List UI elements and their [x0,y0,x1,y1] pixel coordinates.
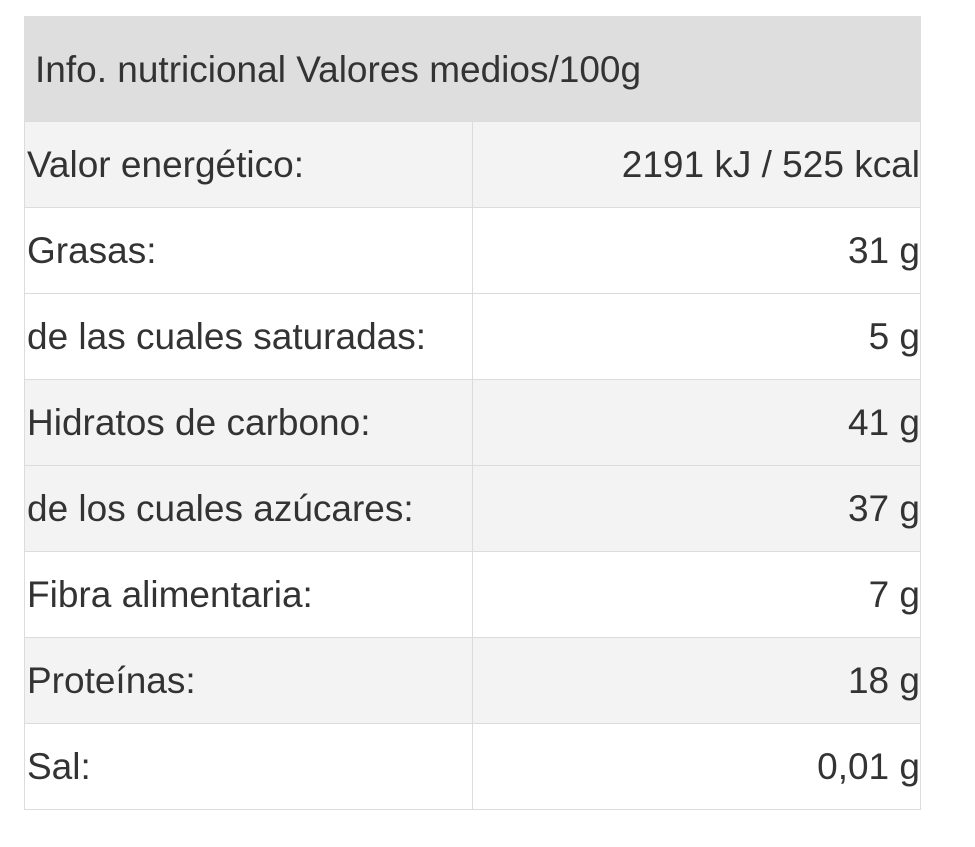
row-value: 7 g [472,551,921,638]
row-label: de las cuales saturadas: [24,293,473,380]
row-label: Sal: [24,723,473,810]
table-row-protein: Proteínas: 18 g [24,637,921,724]
row-value: 31 g [472,207,921,294]
nutrition-table: Info. nutricional Valores medios/100g Va… [24,16,921,810]
row-value: 41 g [472,379,921,466]
table-header-row: Info. nutricional Valores medios/100g [24,16,921,122]
row-label: Valor energético: [24,121,473,208]
row-label: Fibra alimentaria: [24,551,473,638]
row-label: Proteínas: [24,637,473,724]
row-value: 5 g [472,293,921,380]
row-value: 2191 kJ / 525 kcal [472,121,921,208]
row-label: Grasas: [24,207,473,294]
row-label: Hidratos de carbono: [24,379,473,466]
table-row-sugars: de los cuales azúcares: 37 g [24,465,921,552]
row-label: de los cuales azúcares: [24,465,473,552]
table-row-energy: Valor energético: 2191 kJ / 525 kcal [24,121,921,208]
table-row-fat: Grasas: 31 g [24,207,921,294]
row-value: 0,01 g [472,723,921,810]
table-row-carbohydrates: Hidratos de carbono: 41 g [24,379,921,466]
table-header: Info. nutricional Valores medios/100g [24,16,921,122]
row-value: 37 g [472,465,921,552]
table-row-fiber: Fibra alimentaria: 7 g [24,551,921,638]
table-row-saturated: de las cuales saturadas: 5 g [24,293,921,380]
table-row-salt: Sal: 0,01 g [24,723,921,810]
row-value: 18 g [472,637,921,724]
